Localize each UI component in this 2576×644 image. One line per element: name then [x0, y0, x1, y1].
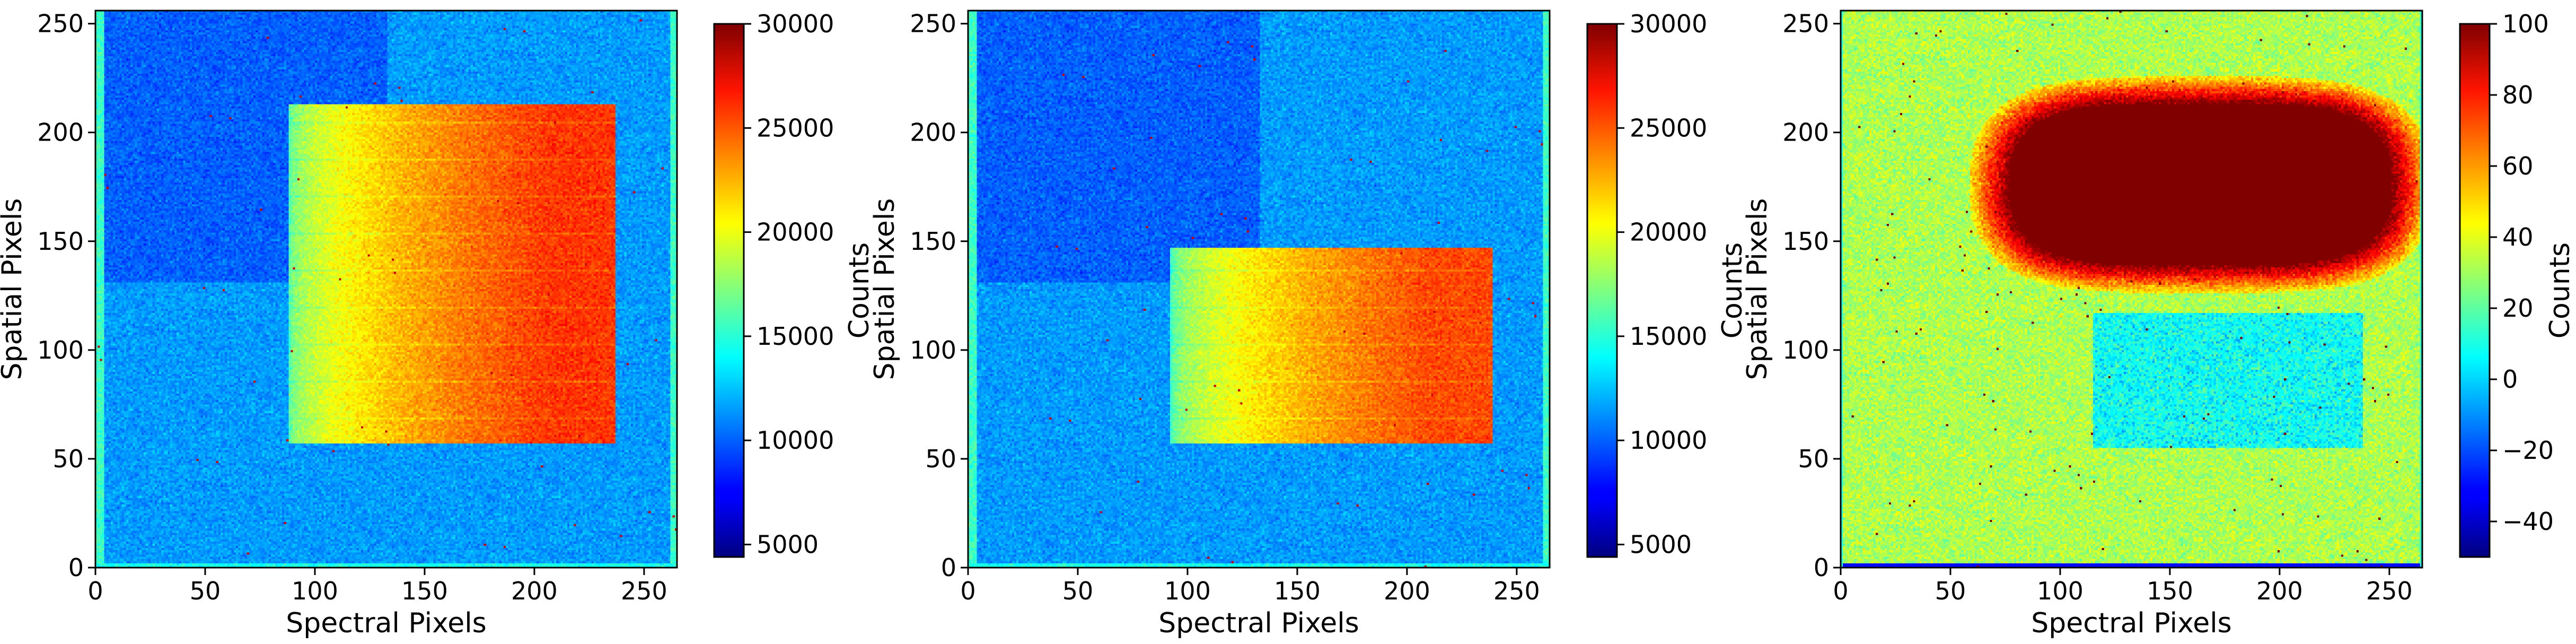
colorbar-tick-label: 20000	[757, 218, 834, 247]
heatmap-panel-original: 0 50 100 150 200 250 0 50 100 150 200 250 Spectral …	[0, 10, 875, 639]
colorbar-label: Counts	[1717, 242, 1748, 339]
y-tick-label: 200	[910, 118, 956, 147]
x-tick-label: 200	[511, 577, 558, 605]
colorbar-tick-label: 30000	[757, 10, 834, 38]
y-tick-label: 100	[37, 336, 84, 364]
colorbar-tick-label: 20000	[1630, 218, 1707, 247]
colorbar-tick-label: −20	[2502, 436, 2554, 465]
x-tick-label: 50	[1062, 577, 1094, 605]
y-tick-label: 200	[1782, 118, 1829, 147]
colorbar-tick-label: 10000	[1630, 426, 1707, 455]
colorbar-tick-label: 25000	[1630, 114, 1707, 142]
colorbar-gradient	[1587, 24, 1617, 557]
y-tick-label: 50	[1798, 445, 1829, 473]
x-tick-label: 0	[87, 577, 103, 605]
y-tick-label: 100	[910, 336, 956, 364]
colorbar-tick-label: 15000	[1630, 322, 1707, 351]
colorbar-tick-label: 80	[2502, 81, 2534, 109]
colorbar-ticks: 5000 10000 15000 20000 25000 30000	[744, 10, 834, 559]
plot-frame	[94, 10, 678, 569]
x-axis-label: Spectral Pixels	[1158, 607, 1359, 639]
y-tick-label: 250	[910, 10, 956, 38]
x-tick-label: 100	[1164, 577, 1211, 605]
colorbar: 5000 10000 15000 20000 25000 30000 Counts	[1586, 10, 1748, 559]
x-tick-label: 200	[2256, 577, 2303, 605]
x-tick-label: 150	[401, 577, 448, 605]
x-tick-label: 50	[1935, 577, 1966, 605]
x-tick-label: 250	[621, 577, 667, 605]
y-tick-label: 50	[52, 445, 84, 473]
x-tick-label: 250	[1493, 577, 1540, 605]
colorbar-tick-label: 40	[2502, 223, 2534, 251]
x-tick-label: 0	[960, 577, 975, 605]
colorbar: 5000 10000 15000 20000 25000 30000 Counts	[713, 10, 875, 559]
colorbar-frame	[2459, 23, 2491, 558]
y-axis-label: Spatial Pixels	[1742, 198, 1773, 380]
colorbar-tick-label: 30000	[1630, 10, 1707, 38]
colorbar-gradient	[714, 24, 744, 557]
x-tick-label: 150	[2147, 577, 2193, 605]
x-axis-label: Spectral Pixels	[286, 607, 487, 639]
plot-frame	[1840, 10, 2423, 569]
colorbar-tick-label: 15000	[757, 322, 834, 351]
x-tick-label: 50	[190, 577, 221, 605]
colorbar-tick-label: 5000	[757, 530, 819, 559]
colorbar-tick-label: −40	[2502, 507, 2554, 536]
colorbar-tick-label: 20	[2502, 294, 2534, 323]
colorbar-tick-label: 25000	[757, 114, 834, 142]
y-tick-label: 150	[910, 227, 956, 256]
heatmap-pixels	[1841, 11, 2422, 568]
y-tick-label: 250	[1782, 10, 1829, 38]
y-tick-label: 0	[68, 553, 84, 582]
heatmap-image	[95, 11, 677, 568]
x-tick-label: 200	[1384, 577, 1430, 605]
y-tick-label: 0	[1814, 553, 1829, 582]
colorbar-tick-label: 60	[2502, 152, 2534, 180]
colorbar-tick-label: 100	[2502, 10, 2549, 38]
y-axis-label: Spatial Pixels	[869, 198, 901, 380]
y-tick-label: 150	[37, 227, 84, 256]
y-tick-label: 200	[37, 118, 84, 147]
x-axis-label: Spectral Pixels	[2031, 607, 2232, 639]
x-tick-label: 150	[1274, 577, 1321, 605]
heatmap-image	[968, 11, 1550, 568]
colorbar-frame	[1586, 23, 1618, 558]
axis-ticks: 0 50 100 150 200 250 0 50 100 150 200 250	[1782, 10, 2413, 605]
colorbar-tick-label: 10000	[757, 426, 834, 455]
y-tick-label: 100	[1782, 336, 1829, 364]
heatmap-image	[1841, 11, 2422, 568]
heatmap-pixels	[968, 11, 1550, 568]
colorbar-ticks: 5000 10000 15000 20000 25000 30000	[1617, 10, 1707, 559]
y-tick-label: 150	[1782, 227, 1829, 256]
axis-ticks: 0 50 100 150 200 250 0 50 100 150 200 250	[37, 10, 667, 605]
x-tick-label: 100	[292, 577, 338, 605]
colorbar-label: Counts	[2544, 242, 2576, 339]
colorbar-gradient	[2460, 24, 2490, 557]
x-tick-label: 0	[1833, 577, 1848, 605]
plot-frame	[967, 10, 1551, 569]
colorbar: −40 −20 0 20 40 60 80 100 Counts	[2459, 10, 2576, 558]
axis-ticks: 0 50 100 150 200 250 0 50 100 150 200 250	[910, 10, 1540, 605]
colorbar-frame	[713, 23, 745, 558]
x-tick-label: 100	[2037, 577, 2083, 605]
heatmap-panel-shifted: 0 50 100 150 200 250 0 50 100 150 200 250 Spectral …	[869, 10, 1748, 639]
y-axis-label: Spatial Pixels	[0, 198, 28, 380]
colorbar-ticks: −40 −20 0 20 40 60 80 100	[2490, 10, 2554, 536]
x-tick-label: 250	[2366, 577, 2413, 605]
heatmap-pixels	[95, 11, 677, 568]
y-tick-label: 0	[941, 553, 956, 582]
y-tick-label: 50	[925, 445, 956, 473]
y-tick-label: 250	[37, 10, 84, 38]
colorbar-tick-label: 5000	[1630, 530, 1692, 559]
colorbar-tick-label: 0	[2502, 365, 2518, 394]
colorbar-label: Counts	[843, 242, 875, 339]
